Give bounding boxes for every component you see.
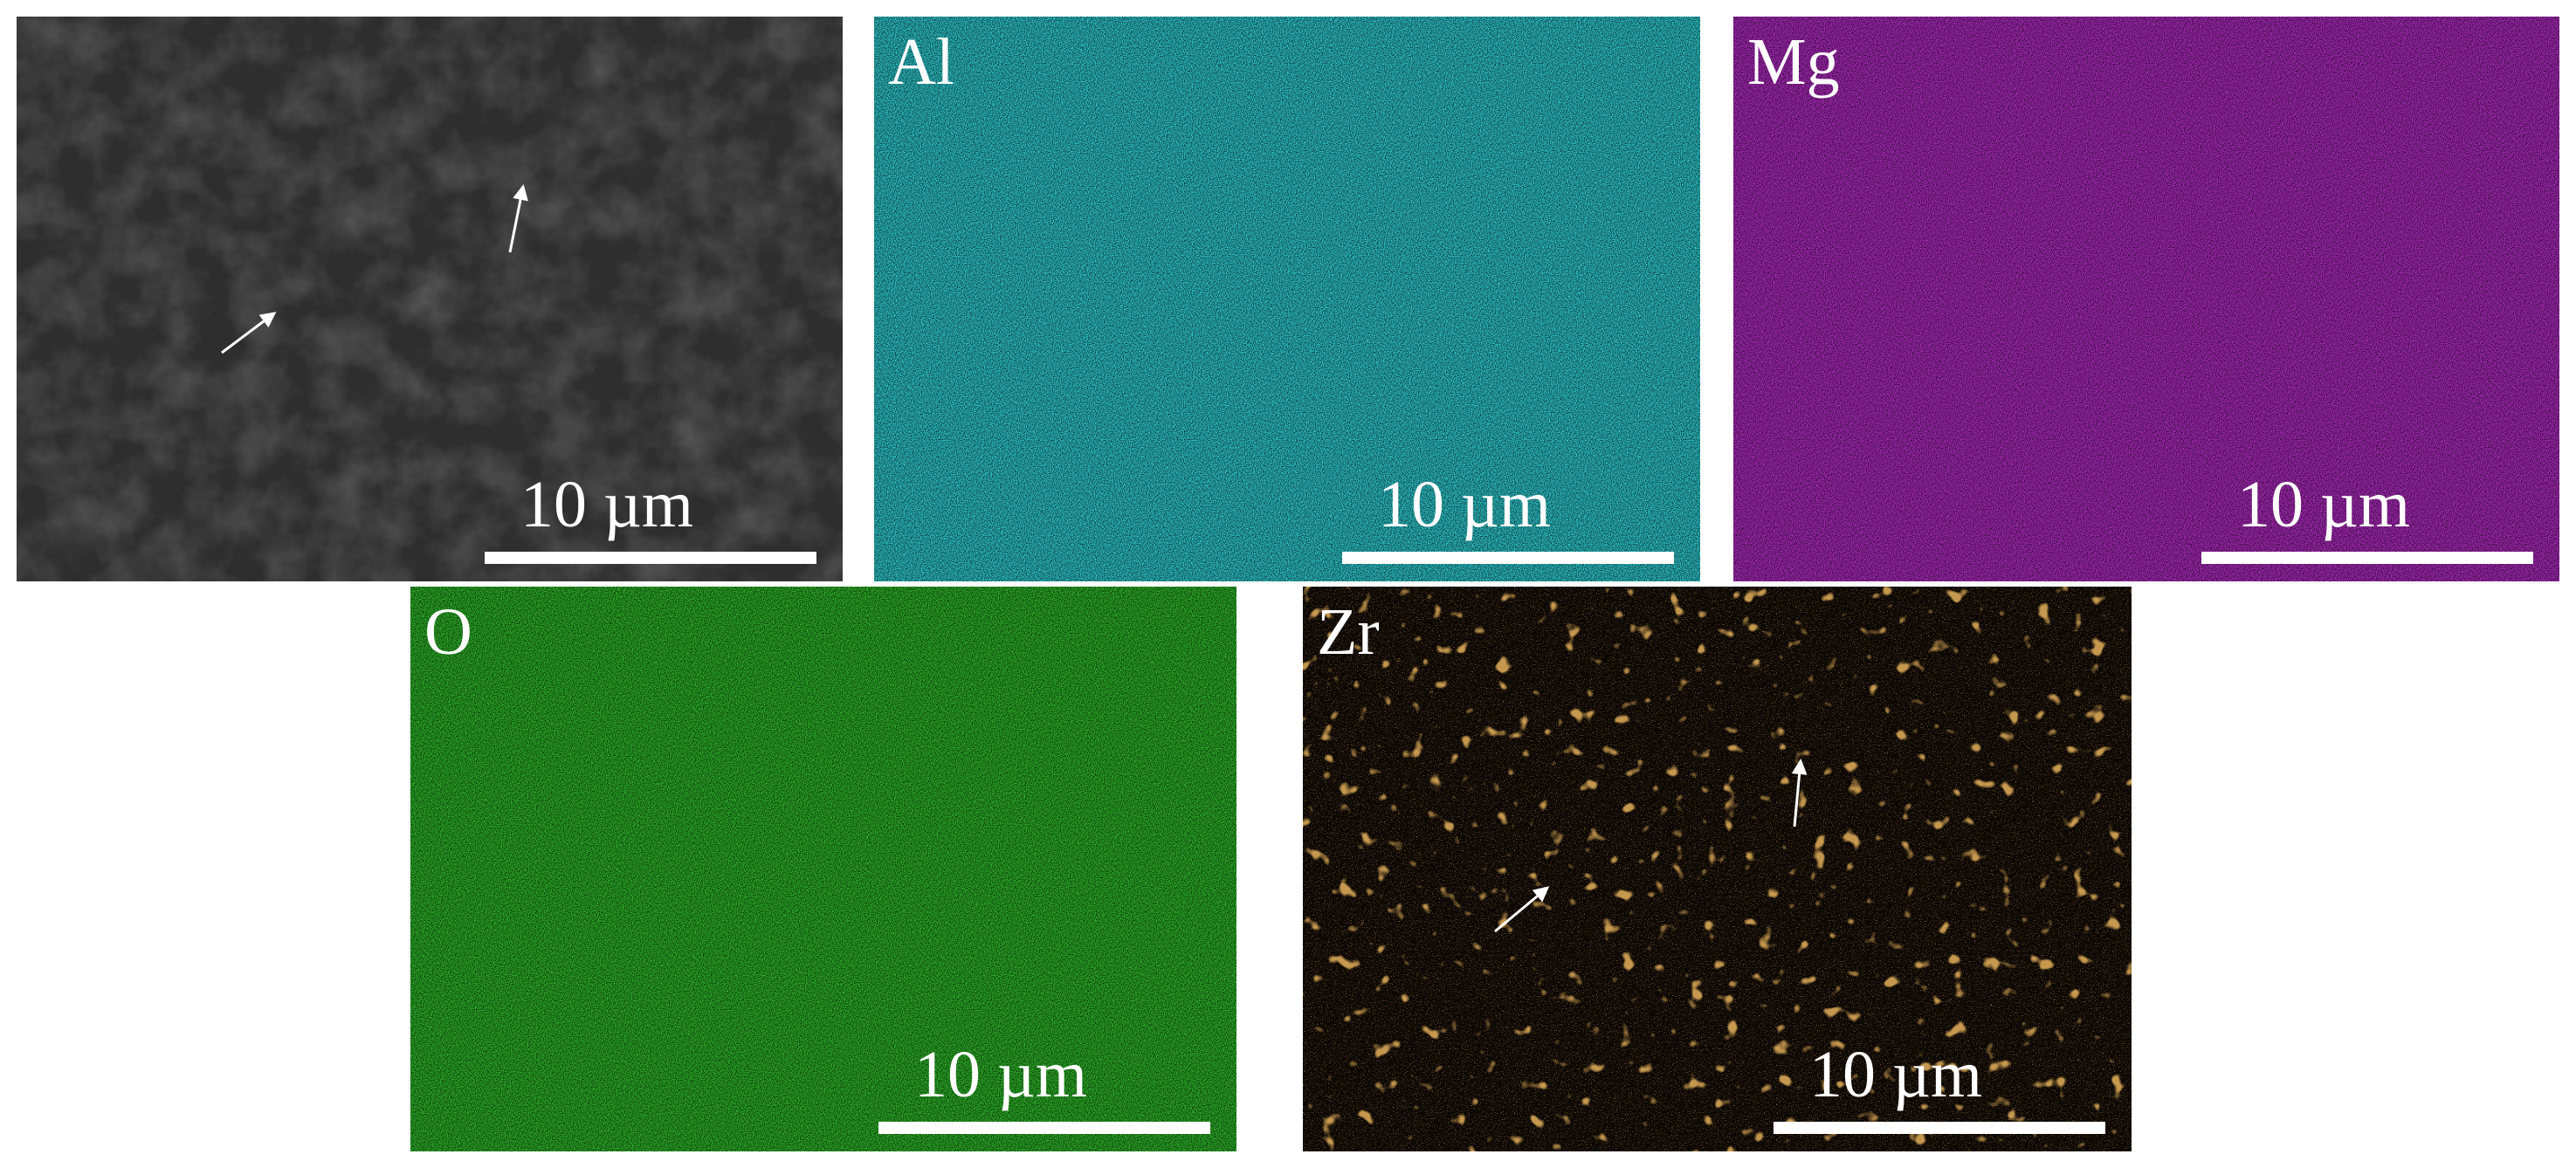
zr-map	[1303, 587, 2132, 1151]
element-label: Mg	[1747, 25, 1840, 99]
scale-bar	[878, 1122, 1210, 1134]
scale-bar-label: 10 µm	[1378, 468, 1551, 541]
mg-map	[1733, 17, 2559, 581]
element-label: Al	[888, 25, 954, 99]
o-map	[410, 587, 1236, 1151]
scale-bar-label: 10 µm	[2237, 468, 2410, 541]
o-panel: O 10 µm	[410, 587, 1236, 1151]
element-label: Zr	[1317, 595, 1380, 669]
scale-bar-label: 10 µm	[520, 468, 693, 541]
sem-image	[17, 17, 843, 581]
mg-panel: Mg 10 µm	[1733, 17, 2559, 581]
scale-bar	[1774, 1122, 2105, 1134]
sem-panel: 10 µm	[17, 17, 843, 581]
scale-bar-label: 10 µm	[914, 1038, 1087, 1111]
al-panel: Al 10 µm	[874, 17, 1700, 581]
zr-panel: Zr 10 µm	[1303, 587, 2132, 1151]
scale-bar	[2201, 552, 2533, 564]
element-label: O	[424, 595, 472, 669]
scale-bar	[1342, 552, 1674, 564]
scale-bar-label: 10 µm	[1809, 1038, 1982, 1111]
al-map	[874, 17, 1700, 581]
scale-bar	[485, 552, 816, 564]
